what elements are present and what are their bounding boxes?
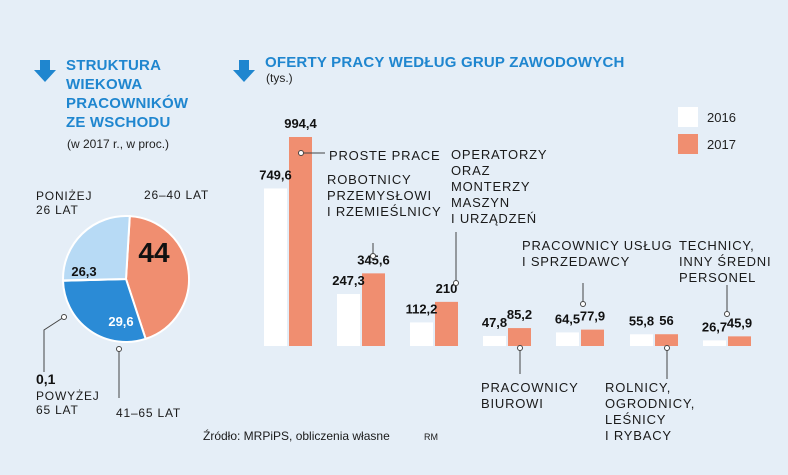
- legend-swatch-2017: [678, 134, 698, 154]
- bar-title: OFERTY PRACY WEDŁUG GRUP ZAWODOWYCH: [265, 54, 625, 71]
- data-label-2016: 55,8: [629, 313, 654, 328]
- bar-2017: [655, 334, 678, 346]
- data-label-2016: 112,2: [406, 301, 438, 316]
- leader-dot: [298, 150, 304, 156]
- data-label-2017: 85,2: [507, 307, 532, 322]
- data-label-2016: 749,6: [259, 167, 292, 182]
- data-label-2016: 247,3: [332, 273, 365, 288]
- data-label-2016: 47,8: [482, 315, 507, 330]
- data-label-2017: 45,9: [727, 315, 752, 330]
- pie-chart: 44 29,6 26,3 0,1: [36, 215, 190, 398]
- pie-label-under-26: PONIŻEJ 26 LAT: [36, 189, 93, 217]
- bar-2016: [483, 335, 506, 346]
- bar-2017: [728, 336, 751, 346]
- bar-2016: [556, 332, 579, 346]
- category-label: PROSTE PRACE: [329, 148, 441, 163]
- data-label-2017: 77,9: [580, 309, 605, 324]
- category-label: PRACOWNICY BIUROWI: [481, 380, 579, 411]
- leader-line: [43, 316, 65, 372]
- leader-dot: [116, 346, 122, 352]
- leader-dot: [724, 311, 730, 317]
- pie-slice-label: 29,6: [108, 314, 133, 329]
- author-initials: RM: [424, 432, 438, 442]
- pie-slice-label: 0,1: [36, 371, 56, 387]
- leader-dot: [580, 301, 586, 307]
- pie-label-over-65: POWYŻEJ 65 LAT: [36, 389, 100, 417]
- pie-slice: [124, 215, 190, 341]
- down-arrow-icon: [34, 60, 56, 82]
- pie-slice: [61, 277, 147, 343]
- bar-2016: [410, 322, 433, 346]
- category-label: ROLNICY, OGRODNICY, LEŚNICY I RYBACY: [605, 380, 696, 443]
- data-label-2016: 26,7: [702, 319, 727, 334]
- pie-slice: [62, 215, 131, 282]
- bar-2017: [508, 328, 531, 346]
- data-label-2016: 64,5: [555, 311, 580, 326]
- source-note: Źródło: MRPiPS, obliczenia własne: [203, 429, 390, 443]
- data-label-2017: 345,6: [357, 252, 390, 267]
- bar-2017: [289, 137, 312, 346]
- pie-slice-label: 44: [138, 237, 170, 268]
- leader-dot: [664, 345, 670, 351]
- leader-dot: [370, 253, 376, 259]
- bar-2017: [435, 301, 458, 346]
- bar-2016: [337, 294, 360, 346]
- legend-swatch-2016: [678, 107, 698, 127]
- bar-2016: [264, 188, 287, 346]
- bar-2017: [362, 273, 385, 346]
- down-arrow-icon: [233, 60, 255, 82]
- pie-slice-label: 26,3: [71, 264, 96, 279]
- category-label: TECHNICY, INNY ŚREDNI PERSONEL: [679, 238, 772, 285]
- category-label: PRACOWNICY USŁUG I SPRZEDAWCY: [522, 238, 673, 269]
- data-label-2017: 56: [659, 313, 673, 328]
- legend-label-2017: 2017: [707, 137, 736, 152]
- pie-title: STRUKTURA WIEKOWA PRACOWNIKÓW ZE WSCHODU: [66, 57, 189, 131]
- pie-label-41-65: 41–65 LAT: [116, 406, 182, 420]
- leader-dot: [453, 280, 459, 286]
- category-label: OPERATORZY ORAZ MONTERZY MASZYN I URZĄDZ…: [451, 147, 548, 226]
- category-label: ROBOTNICY PRZEMYSŁOWI I RZEMIEŚLNICY: [327, 172, 442, 219]
- leader-dot: [61, 314, 67, 320]
- legend-label-2016: 2016: [707, 110, 736, 125]
- data-label-2017: 994,4: [284, 116, 317, 131]
- bar-2016: [630, 334, 653, 346]
- bar-2016: [703, 340, 726, 346]
- bar-2017: [581, 329, 604, 346]
- leader-dot: [517, 345, 523, 351]
- bar-subtitle: (tys.): [266, 71, 293, 85]
- pie-subtitle: (w 2017 r., w proc.): [67, 137, 170, 151]
- data-label-2017: 210: [436, 281, 458, 296]
- pie-label-26-40: 26–40 LAT: [144, 188, 210, 202]
